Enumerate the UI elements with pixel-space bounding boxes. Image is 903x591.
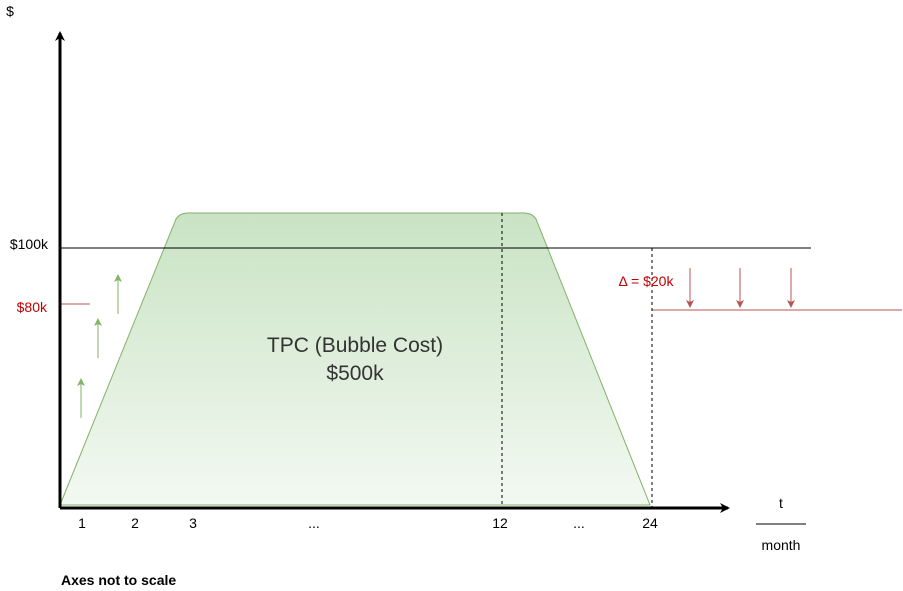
x-tick-label: 24 <box>642 515 658 531</box>
scale-note: Axes not to scale <box>61 572 176 588</box>
bubble-cost-title: TPC (Bubble Cost) <box>267 334 443 357</box>
x-tick-label: ... <box>573 515 585 531</box>
x-tick-label: 12 <box>492 515 508 531</box>
bubble-cost-shape <box>59 212 651 506</box>
budget-level-label: $100k <box>10 236 49 252</box>
reduced-level-label: $80k <box>17 299 48 315</box>
x-tick-label: 1 <box>78 515 86 531</box>
bubble-cost-value: $500k <box>326 362 384 385</box>
delta-label: Δ = $20k <box>619 273 675 289</box>
x-tick-label: 3 <box>189 515 197 531</box>
x-tick-label: ... <box>308 515 320 531</box>
x-axis-unit: month <box>762 537 801 553</box>
x-tick-label: 2 <box>131 515 139 531</box>
y-axis-label: $ <box>6 3 14 19</box>
x-axis-label: t <box>779 495 783 511</box>
